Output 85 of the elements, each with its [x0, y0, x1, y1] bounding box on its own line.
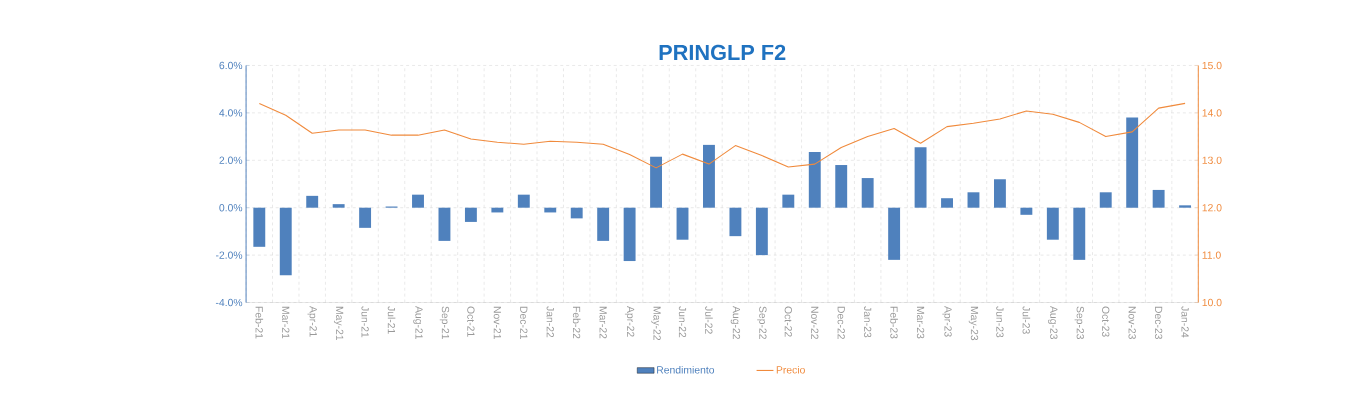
- y-tick-label: -4.0%: [215, 299, 243, 307]
- x-tick-label: Apr-21: [307, 306, 317, 337]
- bar: [359, 207, 372, 229]
- y2-tick-label: 11.0: [1202, 251, 1221, 259]
- bar: [332, 204, 345, 208]
- bar: [412, 194, 424, 208]
- x-tick-label: Jan-22: [546, 306, 554, 338]
- x-tick-label: Mar-23: [916, 307, 925, 339]
- bar: [279, 207, 292, 276]
- bar: [623, 207, 636, 262]
- x-tick-label: Jul-23: [1022, 306, 1031, 334]
- x-tick-label: Jul-22: [705, 306, 713, 334]
- x-tick-label: Jun-22: [678, 306, 687, 338]
- x-tick-label: Feb-22: [572, 307, 581, 339]
- x-tick-label: Nov-21: [493, 307, 502, 340]
- bar: [1126, 117, 1139, 208]
- x-tick-label: Apr-23: [942, 306, 952, 337]
- bar: [650, 156, 663, 208]
- y2-tick-label: 14.0: [1202, 109, 1222, 117]
- bar: [993, 179, 1006, 208]
- x-tick-label: May-21: [333, 307, 344, 341]
- bar: [464, 207, 477, 223]
- bar: [1020, 207, 1033, 215]
- x-tick-label: Aug-23: [1048, 306, 1058, 340]
- bar: [306, 196, 319, 208]
- x-tick-label: Aug-21: [413, 306, 423, 340]
- x-tick-label: Feb-21: [255, 307, 264, 339]
- y2-tick-label: 13.0: [1202, 156, 1222, 165]
- x-tick-label: Feb-23: [890, 307, 898, 339]
- bar: [729, 207, 742, 237]
- bar: [676, 207, 689, 240]
- y-tick-label: 4.0%: [219, 109, 243, 117]
- x-tick-label: Oct-22: [784, 306, 792, 337]
- x-tick-label: Apr-22: [624, 306, 635, 337]
- x-tick-label: Oct-23: [1102, 306, 1110, 337]
- bar: [914, 147, 927, 208]
- x-tick-label: Oct-21: [467, 306, 475, 337]
- x-tick-label: May-22: [651, 307, 661, 341]
- bar: [253, 207, 266, 247]
- bar: [570, 207, 583, 219]
- bar: [835, 165, 848, 208]
- bar: [597, 207, 610, 242]
- x-tick-label: Dec-21: [520, 307, 528, 340]
- bar: [1073, 207, 1086, 261]
- x-tick-label: Jan-23: [863, 306, 872, 338]
- line-series: [258, 103, 1186, 169]
- x-tick-label: Dec-22: [837, 307, 845, 340]
- bar: [808, 152, 821, 208]
- bar: [861, 178, 874, 208]
- bar: [967, 192, 980, 208]
- x-tick-label: Nov-22: [811, 307, 819, 340]
- x-tick-label: Aug-22: [730, 306, 741, 340]
- y-tick-label: 0.0%: [219, 204, 243, 212]
- y-tick-label: -2.0%: [215, 251, 243, 259]
- bar: [941, 198, 953, 208]
- bar: [1046, 207, 1059, 240]
- legend-label: Precio: [776, 366, 805, 374]
- x-tick-label: Jun-21: [361, 306, 369, 338]
- bar: [1179, 205, 1192, 208]
- x-tick-label: Dec-23: [1154, 307, 1163, 340]
- x-tick-label: Mar-21: [282, 307, 290, 339]
- x-tick-label: Mar-22: [599, 307, 607, 339]
- bar: [1099, 192, 1112, 208]
- y2-tick-label: 12.0: [1202, 204, 1222, 212]
- bar: [438, 207, 451, 242]
- bar: [1152, 190, 1165, 208]
- chart-title: PRINGLP F2: [659, 44, 786, 61]
- bar: [755, 207, 768, 256]
- x-tick-label: Sep-23: [1074, 306, 1084, 340]
- x-tick-label: Jan-24: [1181, 306, 1189, 338]
- x-tick-label: Sep-22: [757, 306, 767, 340]
- bar: [782, 194, 795, 208]
- legend-label: Rendimiento: [657, 366, 715, 374]
- bar: [517, 194, 530, 208]
- bar: [888, 207, 901, 261]
- y2-tick-label: 10.0: [1202, 299, 1222, 307]
- x-tick-label: Sep-21: [439, 306, 450, 340]
- x-tick-label: Jun-23: [996, 306, 1004, 338]
- y-tick-label: 6.0%: [219, 61, 243, 70]
- x-tick-label: Nov-23: [1128, 307, 1136, 340]
- x-tick-label: Jul-21: [387, 306, 396, 334]
- y2-tick-label: 15.0: [1202, 61, 1222, 70]
- bar: [703, 145, 715, 208]
- x-tick-label: May-23: [968, 307, 979, 341]
- y-tick-label: 2.0%: [219, 156, 243, 165]
